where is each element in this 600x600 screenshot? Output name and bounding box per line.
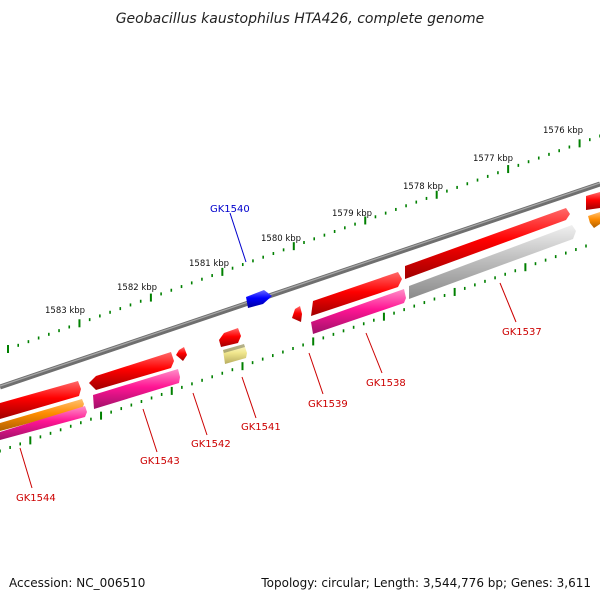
genome-backbone: [0, 181, 600, 390]
gene-features: [0, 192, 600, 440]
gene-label-GK1543[interactable]: GK1543: [140, 456, 180, 467]
gene-arrow-orange-right[interactable]: [588, 212, 600, 228]
gene-arrow-GK1543[interactable]: [89, 352, 174, 390]
gene-arrow-GK1538[interactable]: [311, 272, 402, 316]
accession-text: Accession: NC_006510: [9, 576, 146, 590]
scale-label-1582: 1582 kbp: [117, 283, 157, 293]
gene-arrow-GK1540[interactable]: [246, 290, 272, 308]
gene-label-GK1538[interactable]: GK1538: [366, 378, 406, 389]
scale-label-1583: 1583 kbp: [45, 306, 85, 316]
gene-labels: GK1537 GK1538 GK1539 GK1540 GK1541 GK154…: [16, 204, 542, 504]
scale-label-1580: 1580 kbp: [261, 234, 301, 244]
gene-arrow-GK1542[interactable]: [176, 347, 187, 361]
gene-arrow-GK1537[interactable]: [405, 208, 570, 279]
gene-arrow-GK1544[interactable]: [0, 381, 81, 419]
label-leaders: [19, 212, 517, 489]
gene-arrow-GK1541[interactable]: [219, 328, 241, 347]
gene-bar-GK1544-magenta[interactable]: [0, 406, 87, 440]
gene-label-GK1539[interactable]: GK1539: [308, 399, 348, 410]
scale-ticks: [7, 134, 600, 353]
topology-text: Topology: circular; Length: 3,544,776 bp…: [261, 576, 591, 590]
gene-bar-GK1543-magenta[interactable]: [93, 369, 180, 409]
inner-scale-ticks: [0, 244, 587, 453]
scale-label-1579: 1579 kbp: [332, 209, 372, 219]
map-title: Geobacillus kaustophilus HTA426, complet…: [116, 11, 485, 27]
gene-label-GK1541[interactable]: GK1541: [241, 422, 281, 433]
gene-label-GK1537[interactable]: GK1537: [502, 327, 542, 338]
gene-arrow-top-right[interactable]: [586, 192, 600, 210]
gene-bar-GK1538-magenta[interactable]: [311, 289, 406, 334]
gene-label-GK1540[interactable]: GK1540: [210, 204, 250, 215]
gene-label-GK1542[interactable]: GK1542: [191, 439, 231, 450]
gene-arrow-GK1539[interactable]: [292, 306, 302, 322]
scale-label-1581: 1581 kbp: [189, 259, 229, 269]
gene-label-GK1544[interactable]: GK1544: [16, 493, 56, 504]
scale-label-1578: 1578 kbp: [403, 182, 443, 192]
scale-label-1577: 1577 kbp: [473, 154, 513, 164]
gene-bar-GK1537-gray[interactable]: [409, 225, 576, 299]
scale-label-1576: 1576 kbp: [543, 126, 583, 136]
gene-bar-GK1544-orange[interactable]: [0, 399, 84, 431]
scale-labels: 1576 kbp 1577 kbp 1578 kbp 1579 kbp 1580…: [45, 126, 583, 316]
